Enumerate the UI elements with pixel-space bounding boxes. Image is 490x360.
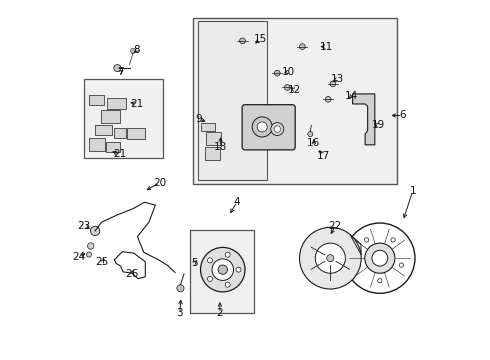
- Circle shape: [218, 265, 227, 274]
- Text: 13: 13: [331, 74, 344, 84]
- Text: 7: 7: [117, 67, 123, 77]
- Text: 10: 10: [282, 67, 295, 77]
- Circle shape: [252, 117, 272, 137]
- FancyBboxPatch shape: [242, 105, 295, 150]
- Text: 11: 11: [320, 42, 333, 51]
- Circle shape: [285, 85, 290, 90]
- Text: 26: 26: [125, 269, 139, 279]
- Circle shape: [365, 238, 368, 242]
- Circle shape: [365, 243, 395, 273]
- Circle shape: [91, 226, 100, 235]
- Text: 15: 15: [253, 35, 267, 44]
- Circle shape: [207, 276, 213, 282]
- Circle shape: [308, 132, 313, 136]
- Bar: [89, 138, 105, 150]
- Circle shape: [177, 285, 184, 292]
- Circle shape: [87, 252, 92, 257]
- Bar: [101, 111, 120, 123]
- Circle shape: [225, 282, 230, 287]
- Circle shape: [88, 243, 94, 249]
- Circle shape: [372, 250, 388, 266]
- Circle shape: [299, 44, 305, 49]
- Circle shape: [378, 279, 382, 283]
- Bar: [126, 128, 145, 139]
- Circle shape: [114, 64, 121, 72]
- Circle shape: [330, 81, 336, 87]
- Bar: [206, 132, 220, 145]
- Text: 24: 24: [73, 252, 86, 262]
- Circle shape: [344, 223, 415, 293]
- Bar: [95, 125, 112, 135]
- Text: 21: 21: [130, 99, 143, 109]
- Bar: [193, 18, 397, 184]
- Text: 18: 18: [214, 142, 227, 152]
- Bar: [84, 79, 163, 158]
- Text: 19: 19: [372, 121, 385, 130]
- Bar: [107, 98, 125, 109]
- Text: 22: 22: [329, 221, 342, 231]
- Circle shape: [391, 238, 395, 242]
- Circle shape: [225, 252, 230, 257]
- Circle shape: [240, 38, 245, 44]
- Bar: [115, 129, 126, 138]
- Circle shape: [274, 126, 280, 132]
- Bar: [190, 230, 254, 314]
- Circle shape: [325, 96, 331, 102]
- Text: 16: 16: [307, 139, 320, 148]
- Text: 2: 2: [217, 309, 223, 318]
- Text: 6: 6: [399, 111, 406, 121]
- Circle shape: [274, 70, 280, 76]
- Circle shape: [212, 259, 234, 280]
- Bar: [205, 147, 220, 160]
- Text: 20: 20: [153, 178, 166, 188]
- Circle shape: [299, 227, 361, 289]
- Circle shape: [236, 267, 241, 272]
- Circle shape: [200, 247, 245, 292]
- Circle shape: [327, 255, 334, 262]
- Bar: [201, 123, 215, 131]
- Circle shape: [356, 263, 361, 267]
- Text: 1: 1: [410, 186, 416, 196]
- Text: 25: 25: [96, 257, 109, 267]
- Circle shape: [315, 243, 345, 273]
- Text: 4: 4: [234, 197, 241, 207]
- Circle shape: [399, 263, 403, 267]
- Bar: [197, 22, 267, 180]
- Text: 5: 5: [191, 258, 197, 268]
- Text: 3: 3: [176, 309, 183, 318]
- Text: 21: 21: [114, 149, 127, 159]
- Bar: [89, 95, 104, 105]
- Bar: [106, 142, 120, 152]
- Text: 23: 23: [78, 221, 91, 231]
- Circle shape: [207, 258, 213, 263]
- Text: 9: 9: [196, 114, 202, 124]
- Polygon shape: [353, 94, 375, 145]
- Text: 17: 17: [317, 150, 330, 161]
- Text: 14: 14: [345, 91, 359, 101]
- Circle shape: [257, 122, 267, 132]
- Circle shape: [271, 123, 284, 135]
- Circle shape: [131, 48, 136, 53]
- Text: 8: 8: [133, 45, 140, 55]
- Text: 12: 12: [288, 85, 301, 95]
